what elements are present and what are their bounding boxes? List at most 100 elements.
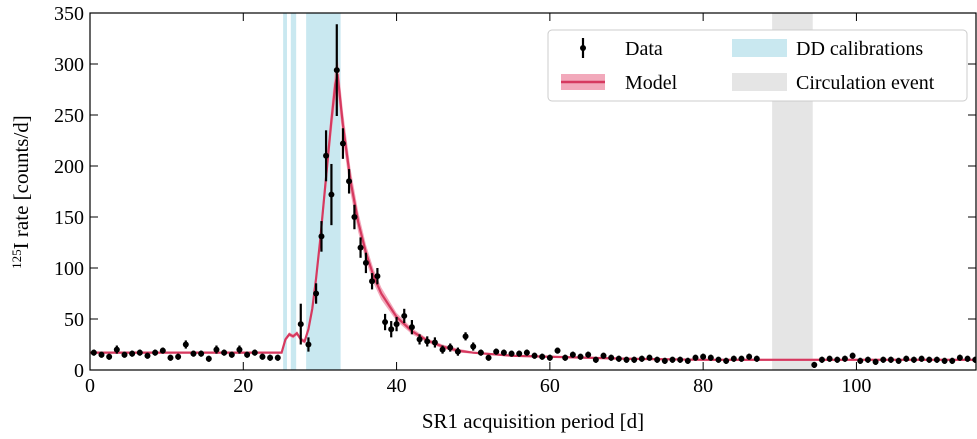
data-point <box>669 356 676 363</box>
data-point <box>339 140 346 147</box>
data-point <box>684 357 691 364</box>
x-tick-label: 60 <box>540 375 560 397</box>
data-point <box>477 349 484 356</box>
data-point <box>941 357 948 364</box>
data-point <box>700 353 707 360</box>
data-point <box>554 347 561 354</box>
data-point <box>956 354 963 361</box>
data-point <box>144 352 151 359</box>
data-point <box>416 336 423 343</box>
shaded-region <box>283 13 287 370</box>
data-point <box>615 355 622 362</box>
data-point <box>388 326 395 333</box>
legend-swatch <box>732 39 787 57</box>
x-axis-label: SR1 acquisition period [d] <box>422 409 644 433</box>
data-point <box>267 354 274 361</box>
data-point <box>818 356 825 363</box>
data-point <box>723 357 730 364</box>
data-point <box>746 353 753 360</box>
data-point <box>887 356 894 363</box>
data-point <box>328 191 335 198</box>
x-tick-label: 0 <box>85 375 95 397</box>
data-point <box>274 354 281 361</box>
model-line <box>90 73 976 361</box>
data-point <box>305 341 312 348</box>
data-point <box>638 355 645 362</box>
legend-label: Data <box>625 38 663 60</box>
x-tick-label: 20 <box>233 375 253 397</box>
data-point <box>600 352 607 359</box>
data-point <box>167 354 174 361</box>
data-point <box>351 214 358 220</box>
y-tick-label: 0 <box>74 360 84 382</box>
y-tick-label: 100 <box>54 258 84 280</box>
data-point <box>508 350 515 357</box>
data-point <box>500 349 507 356</box>
data-point <box>880 356 887 363</box>
y-tick-label: 300 <box>54 54 84 76</box>
x-tick-label: 100 <box>841 375 871 397</box>
data-point <box>121 351 128 358</box>
data-point <box>251 349 258 356</box>
data-point <box>357 244 364 251</box>
data-point <box>910 356 917 363</box>
data-point <box>926 356 933 363</box>
data-point <box>577 353 584 360</box>
data-point <box>431 339 438 346</box>
legend-swatch <box>580 45 586 51</box>
data-point <box>333 67 340 74</box>
data-point <box>918 355 925 362</box>
legend-label: Model <box>625 72 678 94</box>
data-point <box>608 354 615 361</box>
data-point <box>374 273 381 280</box>
data-point <box>401 312 408 319</box>
y-axis-label-main: I rate [counts/d] <box>9 115 33 249</box>
data-point <box>677 356 684 363</box>
data-point <box>692 354 699 361</box>
data-point <box>562 354 569 361</box>
y-tick-label: 250 <box>54 105 84 127</box>
data-point <box>903 355 910 362</box>
data-point <box>439 346 446 353</box>
data-point <box>753 355 760 362</box>
data-point <box>454 348 461 355</box>
data-point <box>857 357 864 364</box>
data-point <box>152 349 159 356</box>
y-tick-label: 200 <box>54 156 84 178</box>
data-point <box>98 351 105 358</box>
data-point <box>129 350 136 357</box>
data-point <box>841 355 848 362</box>
data-point <box>447 344 454 351</box>
data-point <box>493 348 500 355</box>
legend-label: Circulation event <box>796 72 935 94</box>
data-point <box>190 350 197 357</box>
data-point <box>213 346 220 353</box>
data-point <box>259 353 266 360</box>
data-point <box>849 352 856 359</box>
data-point <box>661 357 668 364</box>
data-point <box>424 338 431 345</box>
data-point <box>730 355 737 362</box>
data-point <box>228 351 235 358</box>
data-point <box>106 353 113 360</box>
legend: Data Model DD calibrations Circulation even… <box>547 29 968 102</box>
data-point <box>872 358 879 365</box>
data-point <box>933 356 940 363</box>
data-point <box>470 343 477 350</box>
data-point <box>297 321 304 328</box>
y-tick-label: 150 <box>54 207 84 229</box>
data-point <box>546 354 553 361</box>
data-point <box>462 333 469 340</box>
data-point <box>539 353 546 360</box>
data-point <box>393 321 400 328</box>
y-tick-label: 350 <box>54 3 84 25</box>
data-point <box>864 356 871 363</box>
data-point <box>834 356 841 363</box>
data-point <box>485 354 492 361</box>
data-point <box>646 354 653 361</box>
data-point <box>182 341 189 348</box>
data-point <box>631 356 638 363</box>
data-point <box>895 357 902 364</box>
data-point <box>972 356 976 363</box>
